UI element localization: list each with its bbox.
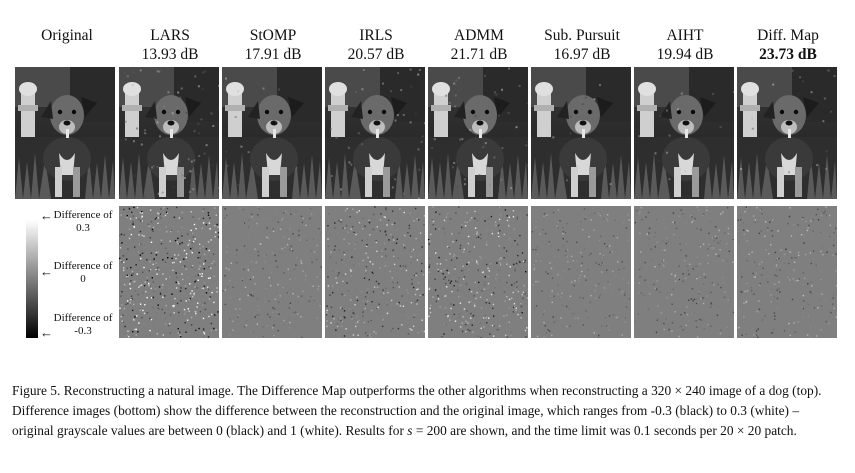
caption-variable-s: s [407, 423, 413, 438]
difference-image-subpursuit [531, 206, 631, 338]
psnr-value: 21.71 dB [450, 46, 508, 63]
scale-label-bottom: Difference of -0.3 [53, 312, 113, 337]
column-header-aiht: AIHT 19.94 dB [633, 26, 737, 64]
image-diffmap [737, 67, 837, 199]
column-name: Original [41, 27, 93, 44]
image-irls [325, 67, 425, 199]
image-stomp [222, 67, 322, 199]
difference-image-admm [428, 206, 528, 338]
column-header-lars: LARS 13.93 dB [118, 26, 222, 64]
column-header-original: Original [15, 26, 119, 45]
psnr-value: 13.93 dB [141, 46, 199, 63]
arrow-top-icon: ← [40, 208, 53, 223]
psnr-value-best: 23.73 dB [759, 46, 817, 63]
arrow-bottom-icon: ← [40, 325, 53, 340]
column-name: ADMM [454, 27, 504, 44]
difference-image-aiht [634, 206, 734, 338]
difference-image-diffmap [737, 206, 837, 338]
column-name: Diff. Map [757, 27, 819, 44]
psnr-value: 17.91 dB [244, 46, 302, 63]
caption-text-1: Figure 5. Reconstructing a natural image… [12, 383, 822, 438]
column-name: StOMP [249, 27, 297, 44]
image-admm [428, 67, 528, 199]
column-header-subpursuit: Sub. Pursuit 16.97 dB [530, 26, 634, 64]
scale-label-top: Difference of 0.3 [53, 209, 113, 234]
difference-image-lars [119, 206, 219, 338]
image-subpursuit [531, 67, 631, 199]
image-aiht [634, 67, 734, 199]
difference-image-stomp [222, 206, 322, 338]
column-name: LARS [150, 27, 190, 44]
image-lars [119, 67, 219, 199]
psnr-value: 19.94 dB [656, 46, 714, 63]
scale-label-mid: Difference of 0 [53, 260, 113, 285]
column-header-irls: IRLS 20.57 dB [324, 26, 428, 64]
column-name: AIHT [666, 27, 704, 44]
image-original [15, 67, 115, 199]
column-header-admm: ADMM 21.71 dB [427, 26, 531, 64]
grayscale-colorbar [26, 220, 38, 338]
column-name: IRLS [359, 27, 393, 44]
arrow-mid-icon: ← [40, 264, 53, 279]
figure-caption: Figure 5. Reconstructing a natural image… [12, 381, 844, 441]
difference-image-irls [325, 206, 425, 338]
psnr-value: 16.97 dB [553, 46, 611, 63]
column-header-stomp: StOMP 17.91 dB [221, 26, 325, 64]
column-header-diffmap: Diff. Map 23.73 dB [736, 26, 840, 64]
caption-text-2: = 200 are shown, and the time limit was … [412, 423, 797, 438]
psnr-value: 20.57 dB [347, 46, 405, 63]
column-name: Sub. Pursuit [544, 27, 620, 44]
